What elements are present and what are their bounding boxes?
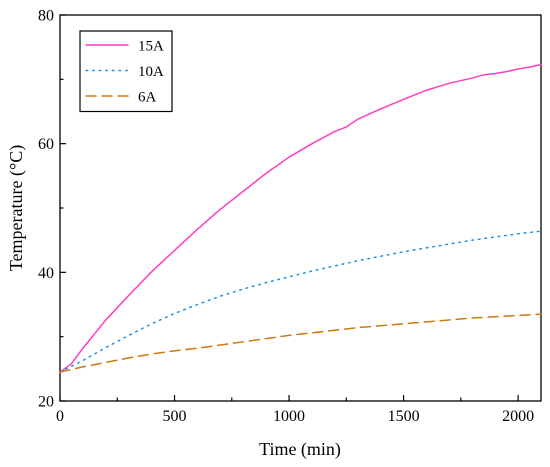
series-line-15a bbox=[59, 63, 542, 373]
y-tick-label: 40 bbox=[38, 265, 54, 282]
legend-label-6a: 6A bbox=[138, 90, 157, 106]
x-tick-label: 1500 bbox=[388, 408, 420, 425]
x-tick-label: 1000 bbox=[273, 408, 305, 425]
y-axis: 20 40 60 80 bbox=[38, 8, 66, 411]
y-tick-label: 20 bbox=[38, 394, 54, 411]
y-tick-label: 60 bbox=[38, 136, 54, 153]
y-tick-label: 80 bbox=[38, 8, 54, 25]
series-lines bbox=[59, 63, 542, 373]
legend-label-10a: 10A bbox=[138, 64, 164, 80]
x-tick-label: 2000 bbox=[502, 408, 534, 425]
x-axis: 0 500 1000 1500 2000 bbox=[56, 395, 534, 425]
series-line-10a bbox=[59, 230, 542, 373]
x-tick-label: 500 bbox=[163, 408, 187, 425]
x-axis-title: Time (min) bbox=[259, 439, 341, 460]
legend-label-15a: 15A bbox=[138, 39, 164, 55]
y-axis-title: Temperature (°C) bbox=[6, 145, 27, 271]
legend: 15A 10A 6A bbox=[79, 30, 173, 113]
series-line-6a bbox=[59, 313, 542, 373]
x-tick-label: 0 bbox=[56, 408, 64, 425]
